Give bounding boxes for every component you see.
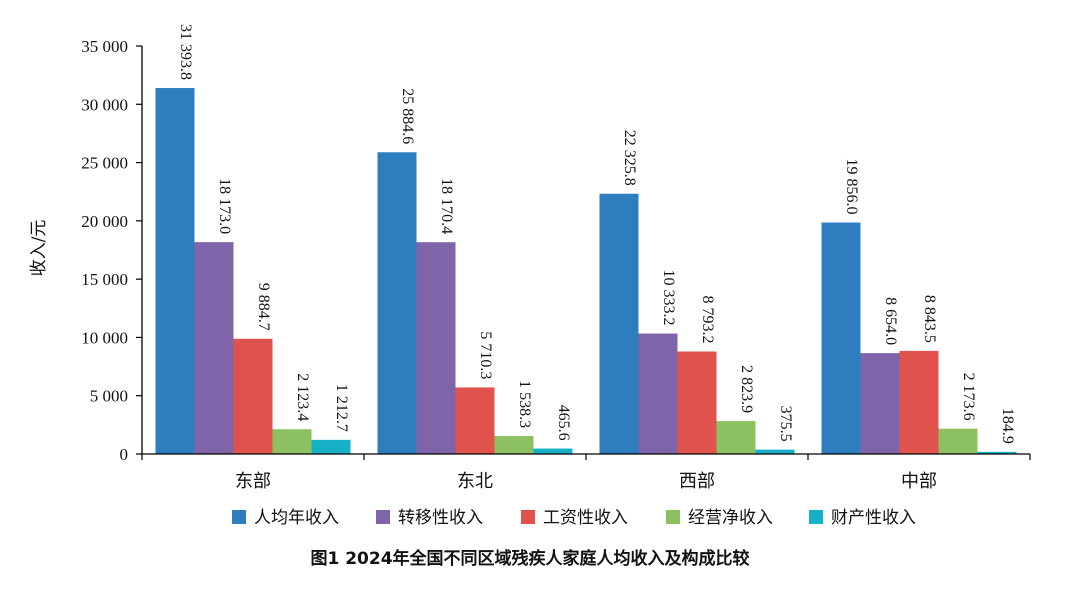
- x-axis: 东部 东北 西部 中部: [141, 453, 1031, 492]
- bar: [194, 242, 234, 454]
- x-category-label: 西部: [679, 471, 715, 492]
- bar: [638, 333, 678, 454]
- data-label: 19 856.0: [843, 159, 860, 215]
- legend-label: 工资性收入: [543, 508, 628, 528]
- data-label: 375.5: [777, 406, 794, 442]
- y-tick-label: 0: [120, 445, 129, 464]
- x-category-label: 中部: [901, 471, 937, 492]
- data-label: 31 393.8: [177, 24, 194, 80]
- legend: 人均年收入 转移性收入 工资性收入 经营净收入 财产性收入: [232, 508, 916, 528]
- legend-swatch: [376, 510, 390, 524]
- data-label: 2 173.6: [960, 373, 977, 421]
- data-label: 22 325.8: [621, 130, 638, 186]
- data-label: 8 793.2: [699, 295, 716, 343]
- legend-label: 转移性收入: [398, 508, 483, 528]
- bar: [977, 451, 1017, 454]
- bar: [533, 448, 573, 454]
- bar: [716, 421, 756, 454]
- legend-label: 经营净收入: [688, 508, 773, 528]
- y-tick-label: 20 000: [81, 212, 128, 231]
- bar: [821, 222, 861, 454]
- bar: [155, 88, 195, 454]
- bar: [677, 351, 717, 454]
- x-category-label: 东部: [235, 471, 271, 492]
- data-label: 18 170.4: [438, 178, 455, 234]
- chart-title: 图1 2024年全国不同区域残疾人家庭人均收入及构成比较: [310, 548, 749, 569]
- y-tick-label: 25 000: [81, 154, 128, 173]
- data-label: 184.9: [999, 408, 1016, 444]
- y-axis-label: 收入/元: [29, 220, 49, 277]
- bar: [272, 429, 312, 454]
- data-label: 8 843.5: [921, 295, 938, 343]
- bar: [494, 436, 534, 454]
- data-labels: 31 393.8 25 884.6 22 325.8 19 856.0 18 173.0…: [177, 24, 1016, 444]
- data-label: 5 710.3: [477, 331, 494, 379]
- y-tick-label: 15 000: [81, 270, 128, 289]
- data-label: 1 538.3: [516, 380, 533, 428]
- bar: [233, 338, 273, 454]
- data-label: 18 173.0: [216, 178, 233, 234]
- data-label: 2 823.9: [738, 365, 755, 413]
- y-tick-label: 5 000: [90, 387, 128, 406]
- y-tick-label: 30 000: [81, 95, 128, 114]
- bar: [860, 353, 900, 454]
- legend-swatch: [666, 510, 680, 524]
- data-label: 465.6: [555, 405, 572, 441]
- y-tick-label: 35 000: [81, 37, 128, 56]
- legend-label: 人均年收入: [254, 508, 339, 528]
- data-label: 25 884.6: [399, 88, 416, 144]
- bar: [755, 449, 795, 454]
- bar: [455, 387, 495, 454]
- legend-swatch: [232, 510, 246, 524]
- data-label: 9 884.7: [255, 283, 272, 331]
- data-label: 8 654.0: [882, 297, 899, 345]
- legend-label: 财产性收入: [831, 508, 916, 528]
- data-label: 1 212.7: [333, 384, 350, 432]
- legend-swatch: [521, 510, 535, 524]
- bars: [155, 88, 1017, 454]
- data-label: 2 123.4: [294, 373, 311, 421]
- bar: [899, 350, 939, 454]
- bar: [599, 193, 639, 454]
- bar: [377, 152, 417, 454]
- data-label: 10 333.2: [660, 270, 677, 326]
- bar: [311, 439, 351, 454]
- x-category-label: 东北: [457, 471, 493, 492]
- bar: [416, 242, 456, 454]
- legend-swatch: [809, 510, 823, 524]
- y-axis: 0 5 000 10 000 15 000 20 000 25 000 30 000 35 0…: [81, 37, 143, 464]
- bar: [938, 428, 978, 454]
- y-tick-label: 10 000: [81, 328, 128, 347]
